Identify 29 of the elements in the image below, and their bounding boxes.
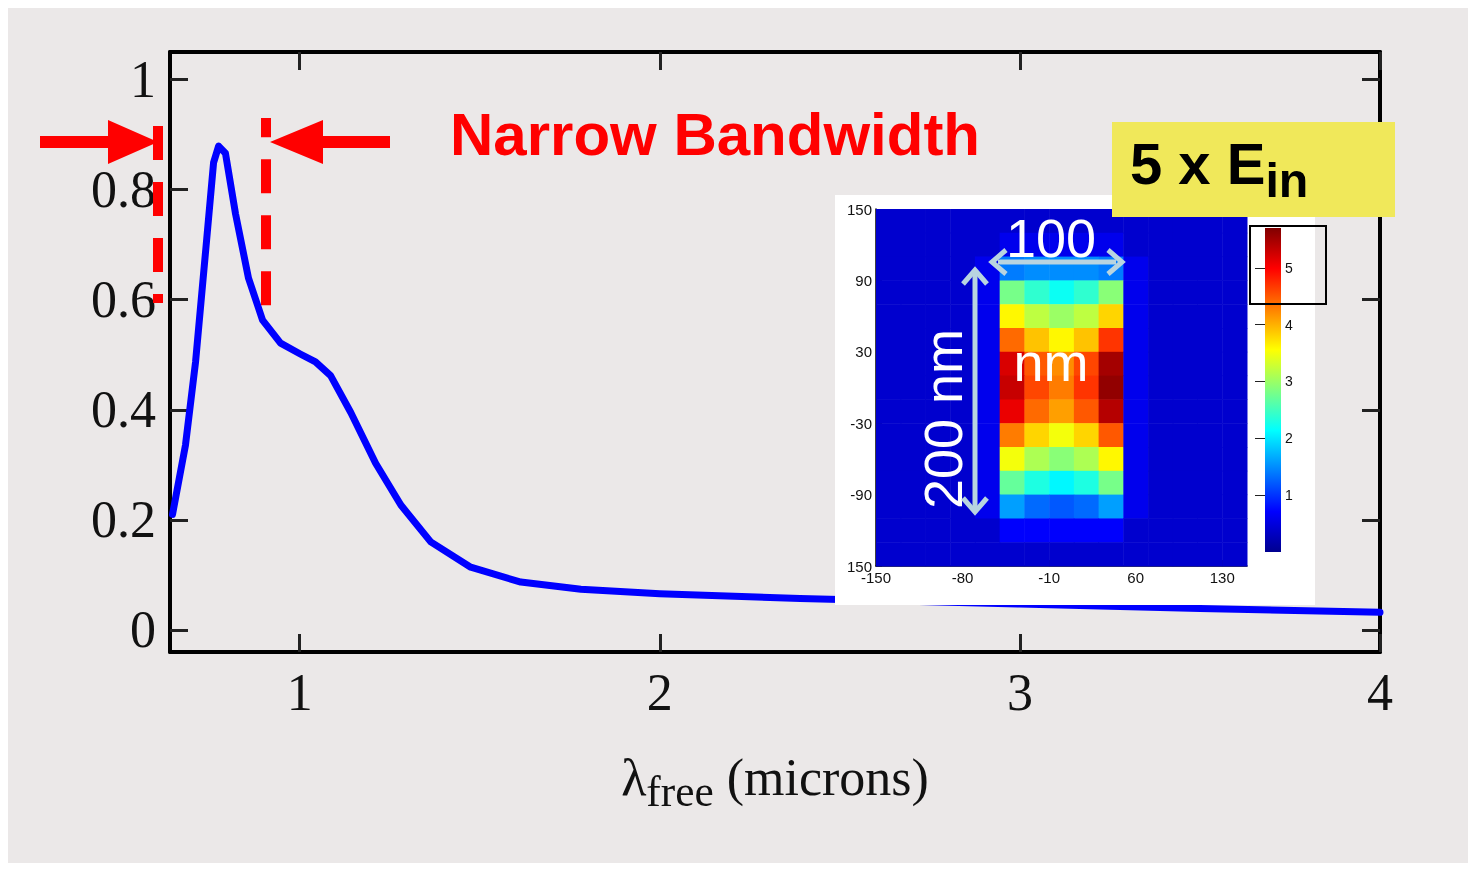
- y-tick-label: 0: [130, 601, 156, 659]
- x-tick-label: 3: [1006, 663, 1033, 721]
- x-tick-label: 130: [1209, 569, 1235, 586]
- x-axis-title: λ$_{free}$ (microns): [620, 748, 930, 817]
- annotation: 100 nm: [1004, 207, 1098, 394]
- annotation: 5 x E$_{in}$: [1112, 122, 1395, 217]
- y-tick-label: -30: [850, 414, 872, 432]
- color-bar-label: 4: [1285, 316, 1293, 333]
- y-tick-label: 150: [846, 200, 872, 218]
- y-tick-label: 1: [130, 51, 156, 109]
- y-tick-label: 30: [855, 343, 872, 361]
- color-bar-label: 3: [1285, 373, 1293, 390]
- x-tick-label: 4: [1367, 663, 1393, 721]
- x-tick-label: 60: [1127, 569, 1145, 586]
- annotation: 200 nm: [912, 327, 974, 512]
- x-tick-label: 2: [646, 663, 673, 721]
- x-tick-label: 1: [286, 663, 313, 721]
- color-bar-label: 1: [1285, 487, 1293, 504]
- y-tick-label: 0.8: [91, 161, 156, 219]
- color-bar-label: 2: [1285, 430, 1293, 447]
- y-tick-label: -90: [850, 486, 872, 504]
- y-tick-label: 0.4: [91, 381, 156, 439]
- y-tick-label: 90: [855, 271, 872, 289]
- annotation: Narrow Bandwidth: [450, 100, 981, 169]
- y-tick-label: 0.2: [91, 491, 156, 549]
- x-tick-label: -10: [1038, 569, 1060, 586]
- x-tick-label: -80: [951, 569, 974, 586]
- color-bar-label: 5: [1285, 259, 1293, 276]
- y-tick-label: 0.6: [91, 271, 156, 329]
